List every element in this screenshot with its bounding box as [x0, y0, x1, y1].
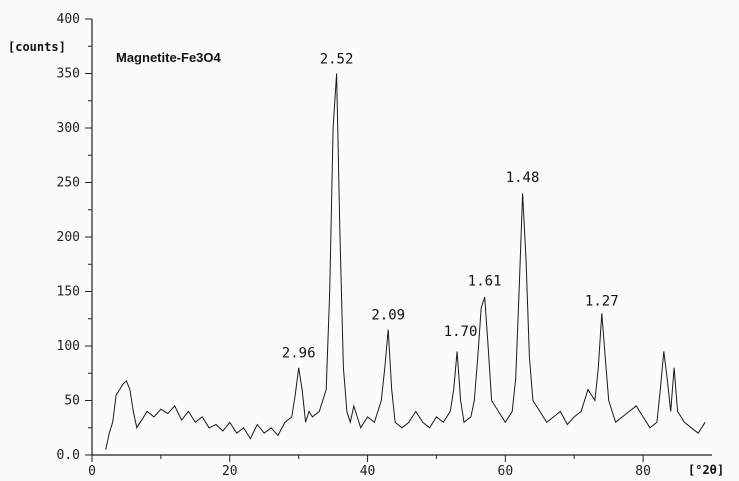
y-tick-label-100: 100	[57, 339, 80, 354]
x-tick-label-60: 60	[498, 464, 514, 479]
chart-title: Magnetite-Fe3O4	[116, 50, 222, 65]
annotations: 2.96 2.52 2.09 1.70 1.61 1.48 1.27	[282, 51, 619, 361]
x-tick-label-20: 20	[222, 464, 238, 479]
x-tick-label-0: 0	[88, 464, 96, 479]
peak-label-1.70: 1.70	[444, 324, 478, 340]
peak-label-1.48: 1.48	[506, 170, 540, 186]
peak-label-1.61: 1.61	[468, 274, 502, 290]
y-tick-label-200: 200	[57, 230, 80, 245]
x-tick-label-40: 40	[360, 464, 376, 479]
axes	[91, 19, 712, 456]
peak-label-2.09: 2.09	[371, 307, 405, 323]
y-tick-label-50: 50	[64, 394, 80, 409]
y-tick-label-250: 250	[57, 176, 80, 191]
peak-label-2.52: 2.52	[320, 51, 354, 67]
y-tick-label-300: 300	[57, 121, 80, 136]
y-tick-label-400: 400	[57, 12, 80, 27]
peak-label-2.96: 2.96	[282, 346, 316, 362]
y-tick-label-350: 350	[57, 67, 80, 82]
ticks: 0.0 50 100 150 200 250 300 350 400 0 20 40 60 80	[57, 12, 651, 479]
xrd-pattern-line	[105, 73, 706, 450]
x-tick-label-80: 80	[635, 464, 651, 479]
x-axis-label: [°2θ]	[688, 463, 724, 477]
y-tick-label-150: 150	[57, 285, 80, 300]
y-tick-label-0: 0.0	[57, 448, 80, 463]
series-group	[105, 73, 706, 450]
peak-label-1.27: 1.27	[585, 293, 619, 309]
y-axis-label: [counts]	[8, 40, 66, 54]
